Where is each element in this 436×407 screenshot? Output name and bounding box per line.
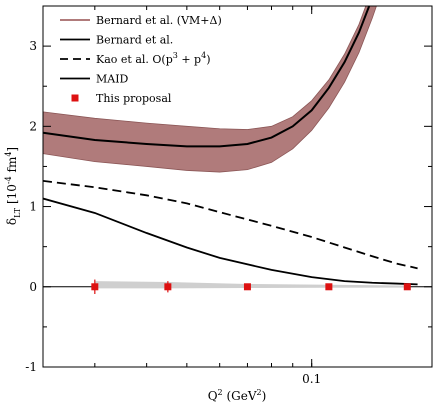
- series-line-3: [43, 197, 418, 286]
- y-axis-title: δLT [10-4 fm4]: [4, 147, 22, 225]
- legend-swatch-marker: [71, 94, 79, 102]
- plot-data-layer: [43, 6, 432, 294]
- proposal-point: [164, 283, 172, 291]
- x-tick-label: 0.1: [302, 372, 321, 386]
- series-band-vm-delta: [43, 6, 377, 173]
- x-axis-title: Q2 (GeV2): [208, 388, 267, 403]
- y-tick-label: 0: [29, 280, 37, 294]
- y-tick-label: 2: [29, 119, 37, 133]
- proposal-point: [403, 283, 411, 291]
- legend-label: MAID: [96, 73, 129, 86]
- legend-label: Kao et al. O(p3 + p4): [96, 51, 211, 66]
- y-tick-label: -1: [25, 360, 37, 374]
- proposal-point: [243, 283, 251, 291]
- legend-label: Bernard et al. (VM+Δ): [96, 14, 222, 27]
- proposal-point: [325, 283, 333, 291]
- legend: Bernard et al. (VM+Δ) Bernard et al. Kao e…: [60, 14, 222, 105]
- series-line-2: [43, 179, 418, 270]
- y-tick-label: 1: [29, 200, 37, 214]
- axes-layer: -1 0 1 2 3 0.1: [25, 5, 432, 386]
- proposal-point: [91, 283, 99, 291]
- legend-label: This proposal: [96, 92, 172, 105]
- series-line-1: [43, 6, 371, 148]
- y-tick-label: 3: [29, 39, 37, 53]
- plot-frame: [42, 5, 433, 368]
- legend-label: Bernard et al.: [96, 34, 173, 47]
